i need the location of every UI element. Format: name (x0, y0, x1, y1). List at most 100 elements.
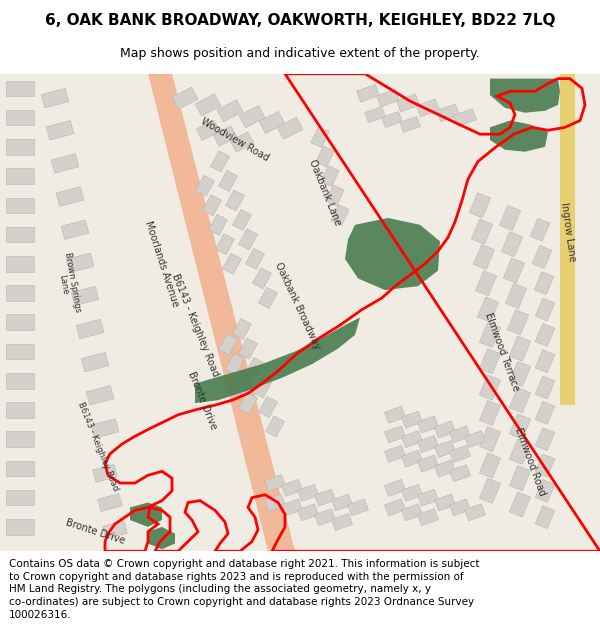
Polygon shape (196, 176, 215, 196)
Polygon shape (535, 298, 555, 321)
Polygon shape (230, 132, 254, 152)
Polygon shape (502, 232, 523, 257)
Polygon shape (265, 494, 286, 511)
Polygon shape (226, 354, 245, 374)
Polygon shape (130, 503, 162, 527)
Polygon shape (534, 272, 554, 294)
Text: 6, OAK BANK BROADWAY, OAKWORTH, KEIGHLEY, BD22 7LQ: 6, OAK BANK BROADWAY, OAKWORTH, KEIGHLEY… (45, 13, 555, 28)
Polygon shape (464, 431, 485, 447)
Polygon shape (66, 253, 94, 272)
Polygon shape (347, 499, 368, 516)
Polygon shape (232, 209, 251, 231)
Polygon shape (560, 74, 575, 405)
Polygon shape (6, 110, 34, 126)
Polygon shape (245, 357, 265, 379)
Text: co-ordinates) are subject to Crown copyright and database rights 2023 Ordnance S: co-ordinates) are subject to Crown copyr… (9, 598, 474, 608)
Polygon shape (479, 322, 500, 348)
Polygon shape (508, 310, 529, 335)
Polygon shape (232, 319, 251, 339)
Polygon shape (265, 474, 286, 491)
Text: Elmwood Terrace: Elmwood Terrace (483, 311, 521, 392)
Polygon shape (6, 519, 34, 534)
Polygon shape (6, 227, 34, 242)
Polygon shape (356, 84, 379, 102)
Polygon shape (509, 414, 530, 439)
Text: Ingrow Lane: Ingrow Lane (559, 201, 577, 262)
Polygon shape (92, 464, 118, 482)
Polygon shape (202, 195, 221, 216)
Polygon shape (321, 166, 339, 186)
Polygon shape (401, 431, 422, 447)
Polygon shape (464, 504, 485, 521)
Polygon shape (6, 373, 34, 389)
Polygon shape (535, 454, 555, 477)
Polygon shape (535, 401, 555, 424)
Polygon shape (509, 492, 530, 517)
Polygon shape (298, 484, 319, 501)
Polygon shape (81, 352, 109, 372)
Polygon shape (535, 506, 555, 529)
Polygon shape (535, 376, 555, 399)
Polygon shape (509, 361, 530, 386)
Polygon shape (56, 187, 84, 206)
Polygon shape (148, 527, 175, 549)
Polygon shape (469, 192, 491, 218)
Text: B6143 - Keighley Road: B6143 - Keighley Road (170, 272, 220, 378)
Polygon shape (281, 479, 302, 496)
Text: Oakbank Broadway: Oakbank Broadway (274, 261, 323, 351)
Text: to Crown copyright and database rights 2023 and is reproduced with the permissio: to Crown copyright and database rights 2… (9, 571, 464, 581)
Text: Map shows position and indicative extent of the property.: Map shows position and indicative extent… (120, 47, 480, 59)
Polygon shape (245, 248, 265, 269)
Polygon shape (449, 465, 470, 482)
Polygon shape (91, 419, 119, 438)
Text: HM Land Registry. The polygons (including the associated geometry, namely x, y: HM Land Registry. The polygons (includin… (9, 584, 431, 594)
Polygon shape (71, 286, 99, 306)
Polygon shape (385, 445, 406, 462)
Polygon shape (6, 139, 34, 154)
Polygon shape (509, 388, 530, 412)
Polygon shape (509, 336, 530, 361)
Polygon shape (331, 494, 353, 511)
Polygon shape (535, 350, 555, 372)
Polygon shape (385, 426, 406, 442)
Text: Woodview Road: Woodview Road (199, 116, 271, 164)
Polygon shape (400, 116, 421, 132)
Polygon shape (418, 436, 439, 452)
Polygon shape (223, 253, 242, 274)
Polygon shape (281, 499, 302, 516)
Polygon shape (103, 521, 127, 539)
Polygon shape (51, 154, 79, 173)
Polygon shape (418, 489, 439, 506)
Polygon shape (259, 396, 278, 418)
Polygon shape (472, 219, 493, 244)
Polygon shape (490, 79, 560, 112)
Polygon shape (532, 246, 552, 268)
Polygon shape (259, 111, 285, 134)
Text: B6143 - Keighley Road: B6143 - Keighley Road (76, 400, 120, 492)
Polygon shape (46, 121, 74, 140)
Polygon shape (509, 466, 530, 491)
Polygon shape (148, 74, 295, 551)
Polygon shape (98, 494, 122, 511)
Polygon shape (385, 479, 406, 496)
Polygon shape (479, 375, 500, 400)
Polygon shape (365, 107, 385, 123)
Polygon shape (385, 406, 406, 423)
Polygon shape (478, 297, 499, 322)
Polygon shape (311, 127, 329, 148)
Polygon shape (418, 509, 439, 526)
Text: 100026316.: 100026316. (9, 610, 71, 620)
Polygon shape (434, 460, 455, 477)
Polygon shape (401, 504, 422, 521)
Text: Oakbank Lane: Oakbank Lane (307, 158, 343, 227)
Polygon shape (6, 402, 34, 418)
Polygon shape (449, 499, 470, 516)
Polygon shape (437, 104, 460, 121)
Polygon shape (239, 106, 265, 127)
Polygon shape (479, 349, 500, 374)
Polygon shape (172, 87, 198, 109)
Polygon shape (434, 421, 455, 438)
Polygon shape (6, 256, 34, 272)
Polygon shape (277, 118, 303, 139)
Polygon shape (535, 324, 555, 346)
